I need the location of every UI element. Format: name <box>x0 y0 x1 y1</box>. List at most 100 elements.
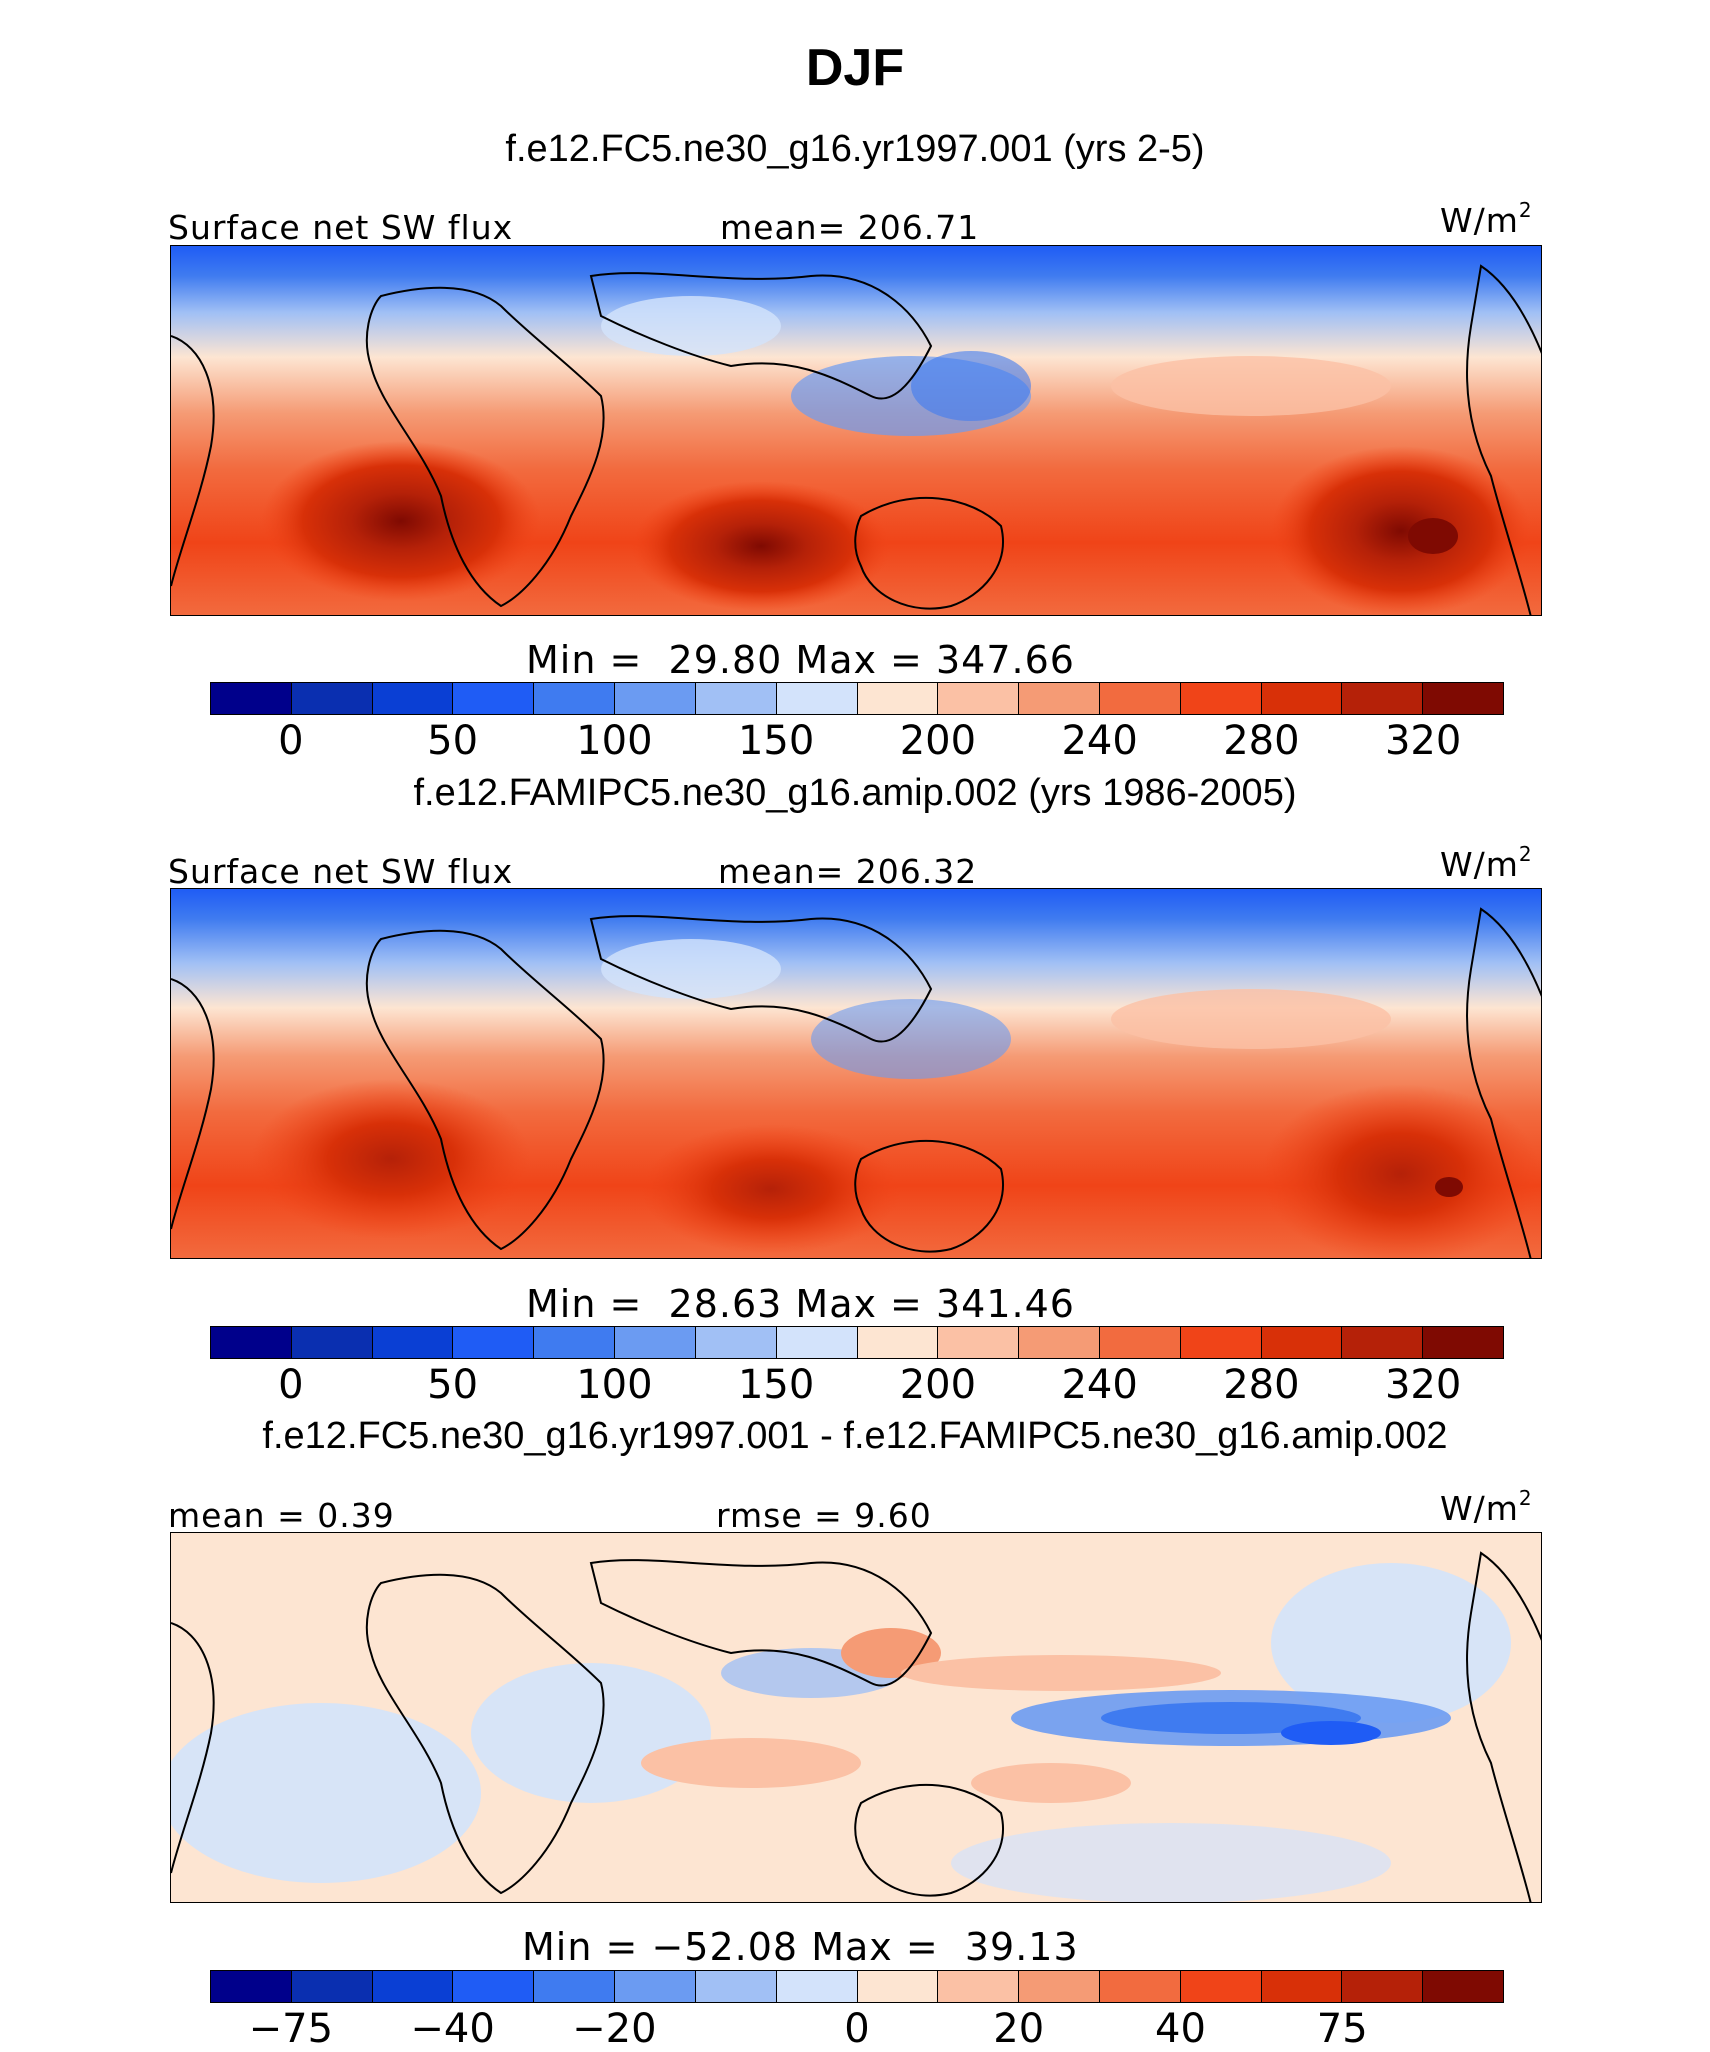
panel-1-map-field <box>171 246 1541 615</box>
colorbar-segment <box>938 1327 1020 1358</box>
colorbar-tick-label: −20 <box>572 2006 657 2052</box>
colorbar-tick-label: −75 <box>248 2006 334 2052</box>
colorbar-segment <box>615 683 696 714</box>
colorbar-segment <box>857 1971 939 2002</box>
colorbar-segment <box>453 1971 535 2002</box>
colorbar-tick-label: 0 <box>278 1362 304 1408</box>
panel-1-case-title: f.e12.FC5.ne30_g16.yr1997.001 (yrs 2-5) <box>505 128 1205 170</box>
panel-3-left-label: mean = 0.39 <box>168 1496 395 1535</box>
colorbar-segment <box>615 1971 696 2002</box>
colorbar-segment <box>1342 1327 1424 1358</box>
colorbar-segment <box>372 1971 454 2002</box>
panel-3-case-title: f.e12.FC5.ne30_g16.yr1997.001 - f.e12.FA… <box>262 1415 1448 1457</box>
panel-2-colorbar <box>210 1326 1504 1359</box>
colorbar-segment <box>1099 1971 1181 2002</box>
africa-coastline <box>365 286 605 608</box>
colorbar-segment <box>372 1327 454 1358</box>
colorbar-tick-label: −40 <box>410 2006 495 2052</box>
panel-2-map-field <box>171 889 1541 1258</box>
panel-3-colorbar <box>210 1970 1504 2003</box>
colorbar-tick-label: 320 <box>1384 718 1462 764</box>
colorbar-segment <box>1423 1971 1503 2002</box>
colorbar-segment <box>1180 1327 1262 1358</box>
colorbar-tick-label: 200 <box>899 718 977 764</box>
colorbar-tick-label: 280 <box>1223 718 1300 764</box>
colorbar-segment <box>695 1971 777 2002</box>
colorbar-segment <box>1342 1971 1424 2002</box>
americas-coastline <box>1466 264 1541 615</box>
panel-1-colorbar <box>210 682 1504 715</box>
colorbar-segment <box>615 1327 696 1358</box>
colorbar-segment <box>938 683 1020 714</box>
asia-coastline <box>589 272 933 400</box>
colorbar-segment <box>857 683 939 714</box>
south-america-coastline <box>171 335 215 587</box>
panel-2-units: W/m2 <box>1440 842 1533 884</box>
colorbar-tick-label: 240 <box>1061 1362 1138 1408</box>
colorbar-segment <box>1423 1327 1503 1358</box>
colorbar-tick-label: 40 <box>1155 2006 1206 2052</box>
australia-coastline <box>854 496 1004 610</box>
colorbar-tick-label: 150 <box>737 718 815 764</box>
panel-2-case-title: f.e12.FAMIPC5.ne30_g16.amip.002 (yrs 198… <box>413 772 1297 814</box>
panel-3-units: W/m2 <box>1440 1486 1533 1528</box>
colorbar-segment <box>1261 683 1343 714</box>
colorbar-tick-label: 320 <box>1384 1362 1462 1408</box>
colorbar-tick-label: 100 <box>576 718 653 764</box>
colorbar-segment <box>453 683 535 714</box>
colorbar-tick-label: 240 <box>1061 718 1138 764</box>
panel-2-map <box>170 888 1542 1259</box>
colorbar-segment <box>291 1327 373 1358</box>
colorbar-tick-label: 20 <box>993 2006 1045 2052</box>
panel-3-map-field <box>171 1533 1541 1902</box>
colorbar-segment <box>1261 1327 1343 1358</box>
colorbar-segment <box>776 1327 858 1358</box>
colorbar-segment <box>211 1971 292 2002</box>
colorbar-segment <box>857 1327 939 1358</box>
colorbar-segment <box>291 1971 373 2002</box>
colorbar-segment <box>372 683 454 714</box>
colorbar-segment <box>453 1327 535 1358</box>
colorbar-segment <box>695 1327 777 1358</box>
colorbar-segment <box>1423 683 1503 714</box>
colorbar-segment <box>938 1971 1020 2002</box>
colorbar-segment <box>1019 683 1100 714</box>
panel-1-map <box>170 245 1542 616</box>
colorbar-tick-label: 150 <box>737 1362 815 1408</box>
colorbar-tick-label: 0 <box>278 718 304 764</box>
colorbar-segment <box>1261 1971 1343 2002</box>
panel-1-min-max: Min = 29.80 Max = 347.66 <box>526 638 1075 682</box>
colorbar-tick-label: 75 <box>1316 2006 1368 2052</box>
colorbar-segment <box>776 1971 858 2002</box>
panel-2-center-label: mean= 206.32 <box>718 852 978 891</box>
colorbar-segment <box>211 1327 292 1358</box>
colorbar-segment <box>1099 1327 1181 1358</box>
panel-3-map <box>170 1532 1542 1903</box>
panel-3-min-max: Min = −52.08 Max = 39.13 <box>522 1925 1079 1969</box>
colorbar-tick-label: 50 <box>427 718 479 764</box>
colorbar-segment <box>534 683 616 714</box>
panel-3-center-label: rmse = 9.60 <box>716 1496 932 1535</box>
panel-1-left-label: Surface net SW flux <box>168 208 514 247</box>
colorbar-segment <box>1180 1971 1262 2002</box>
colorbar-segment <box>1342 683 1424 714</box>
colorbar-segment <box>534 1327 616 1358</box>
colorbar-segment <box>534 1971 616 2002</box>
colorbar-segment <box>211 683 292 714</box>
panel-2-left-label: Surface net SW flux <box>168 852 514 891</box>
colorbar-tick-label: 0 <box>844 2006 870 2052</box>
colorbar-tick-label: 200 <box>899 1362 977 1408</box>
colorbar-segment <box>1180 683 1262 714</box>
colorbar-tick-label: 100 <box>576 1362 653 1408</box>
colorbar-segment <box>291 683 373 714</box>
panel-2-min-max: Min = 28.63 Max = 341.46 <box>526 1282 1075 1326</box>
colorbar-segment <box>1019 1327 1100 1358</box>
colorbar-tick-label: 280 <box>1223 1362 1300 1408</box>
figure-title: DJF <box>805 39 905 97</box>
panel-1-center-label: mean= 206.71 <box>720 208 980 247</box>
colorbar-segment <box>1099 683 1181 714</box>
colorbar-tick-label: 50 <box>427 1362 479 1408</box>
panel-1-units: W/m2 <box>1440 198 1533 240</box>
colorbar-segment <box>695 683 777 714</box>
colorbar-segment <box>1019 1971 1100 2002</box>
